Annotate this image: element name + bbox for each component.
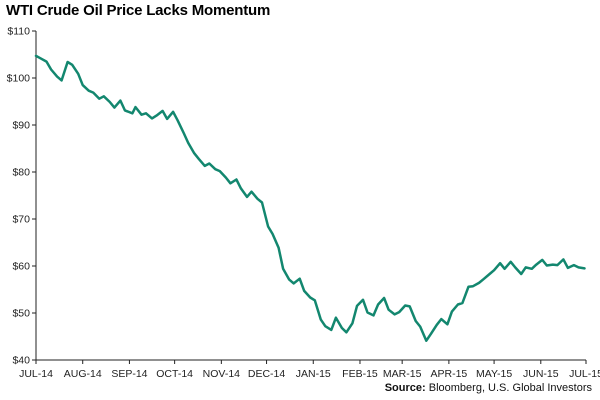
x-tick-label: JUN-15 (523, 368, 559, 380)
x-tick-label: AUG-14 (64, 368, 102, 380)
source-text: Bloomberg, U.S. Global Investors (428, 382, 592, 394)
chart-axes (35, 31, 586, 361)
x-tick-label: MAR-15 (383, 368, 422, 380)
chart-title: WTI Crude Oil Price Lacks Momentum (6, 2, 271, 19)
y-tick-label: $80 (12, 167, 30, 179)
y-tick-label: $70 (12, 214, 30, 226)
x-tick-label: JAN-15 (296, 368, 331, 380)
source-note: Source: Bloomberg, U.S. Global Investors (385, 382, 592, 394)
y-tick-label: $90 (12, 120, 30, 132)
series-group (34, 54, 586, 342)
x-tick-label: JUL-14 (19, 368, 53, 380)
x-tick-label: JUL-15 (569, 368, 600, 380)
y-tick-label: $110 (7, 26, 30, 38)
x-tick-label: MAY-15 (476, 368, 512, 380)
y-tick-label: $40 (12, 355, 30, 367)
x-axis-ticks: JUL-14 AUG-14 SEP-14 OCT-14 NOV-14 DEC-14 JAN-… (19, 360, 600, 380)
y-tick-label: $50 (12, 308, 30, 320)
x-tick-label: FEB-15 (342, 368, 378, 380)
source-label: Source: (384, 382, 426, 394)
x-tick-label: APR-15 (430, 368, 467, 380)
x-tick-label: SEP-14 (111, 368, 147, 380)
x-tick-label: DEC-14 (248, 368, 286, 380)
y-tick-label: $100 (7, 73, 31, 85)
y-tick-label: $60 (12, 261, 30, 273)
series-line (34, 54, 586, 342)
y-axis-ticks: $40 $50 $60 $70 $80 $90 $100 $110 (7, 26, 36, 367)
x-tick-label: OCT-14 (156, 368, 193, 380)
x-tick-label: NOV-14 (203, 368, 241, 380)
